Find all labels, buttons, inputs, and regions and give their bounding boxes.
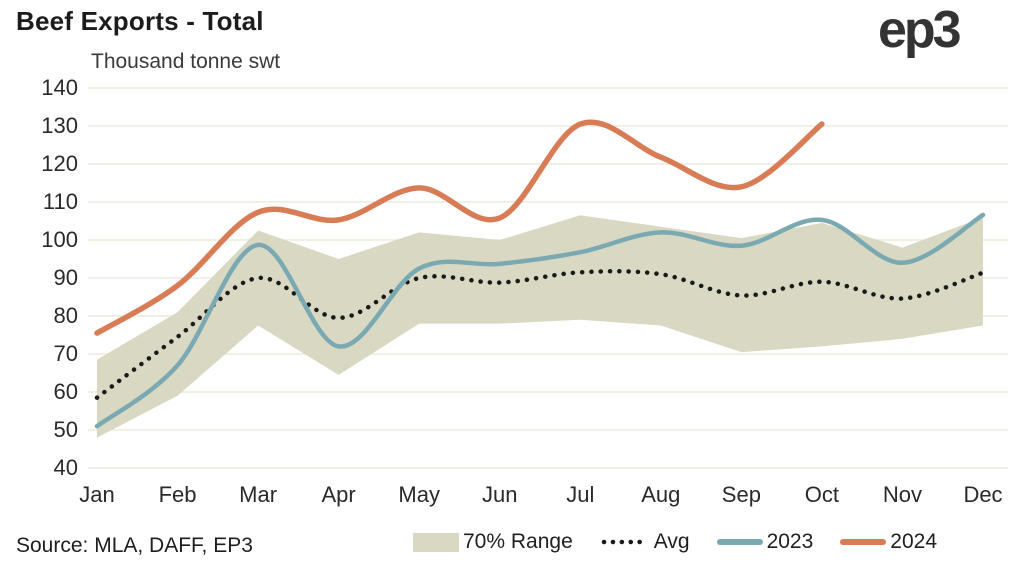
y-tick-label: 40: [53, 455, 78, 480]
x-tick-label: Sep: [721, 482, 761, 507]
y-tick-label: 120: [41, 151, 78, 176]
line-2024-swatch: [840, 539, 887, 545]
y-tick-label: 110: [42, 189, 78, 214]
x-tick-label: Jun: [481, 482, 518, 507]
chart-title: Beef Exports - Total: [16, 6, 264, 36]
source-note: Source: MLA, DAFF, EP3: [16, 534, 253, 557]
x-tick-label: May: [398, 482, 440, 507]
y-tick-label: 90: [53, 265, 78, 290]
x-tick-label: Nov: [882, 482, 923, 507]
y-tick-label: 60: [53, 379, 78, 404]
x-tick-label: Dec: [963, 482, 1003, 507]
axis-unit-label: Thousand tonne swt: [91, 50, 281, 73]
y-tick-label: 130: [41, 113, 78, 138]
x-tick-label: Feb: [158, 482, 197, 507]
line-2024: [94, 119, 825, 336]
y-tick-label: 140: [41, 75, 78, 100]
x-tick-label: Jul: [566, 482, 595, 507]
x-tick-label: Apr: [321, 482, 356, 507]
range-band: [97, 215, 983, 438]
line-2023-swatch: [716, 539, 763, 545]
avg-line: [94, 268, 986, 400]
legend-label: 2023: [766, 530, 814, 553]
legend-item-avg: Avg: [600, 530, 690, 554]
legend-label: 70% Range: [463, 530, 573, 553]
legend-item-2024: 2024: [840, 530, 937, 554]
avg-dotted-swatch: [600, 538, 650, 546]
ep3-logo: ep3: [878, 1, 962, 59]
legend-label: 2024: [890, 530, 937, 553]
line-2023: [94, 212, 986, 429]
y-tick-label: 80: [53, 303, 78, 328]
legend-item-range: 70% Range: [413, 530, 573, 554]
range-band-swatch: [413, 532, 459, 552]
y-tick-label: 50: [53, 417, 78, 442]
legend-item-2023: 2023: [716, 530, 814, 554]
y-tick-label: 100: [41, 227, 78, 252]
legend: 70% Range Avg 2023 2024: [413, 530, 937, 554]
legend-label: Avg: [653, 530, 690, 553]
x-tick-label: Aug: [641, 482, 681, 507]
x-tick-label: Mar: [239, 482, 278, 507]
y-tick-label: 70: [53, 341, 78, 366]
x-tick-label: Oct: [804, 482, 840, 507]
x-tick-label: Jan: [79, 482, 115, 507]
